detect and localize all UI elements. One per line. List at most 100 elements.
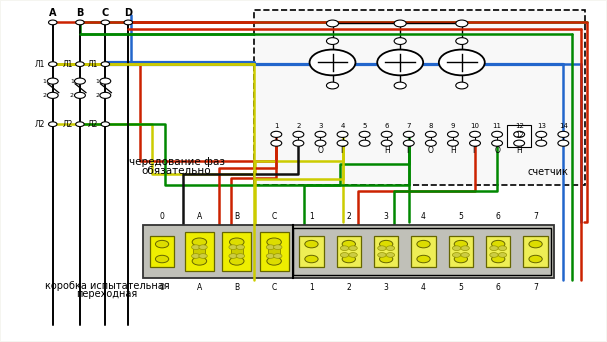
Circle shape: [236, 254, 245, 258]
Bar: [299, 236, 324, 267]
Text: Л2: Л2: [63, 120, 73, 129]
Circle shape: [378, 246, 386, 251]
Circle shape: [293, 131, 304, 137]
Bar: [260, 232, 288, 271]
Text: Г: Г: [407, 146, 411, 155]
Text: 4: 4: [421, 211, 426, 221]
Circle shape: [337, 140, 348, 146]
Circle shape: [342, 240, 356, 248]
Circle shape: [536, 131, 547, 137]
Circle shape: [492, 131, 503, 137]
Circle shape: [403, 131, 414, 137]
Circle shape: [447, 140, 458, 146]
Circle shape: [76, 122, 84, 127]
Circle shape: [492, 255, 505, 263]
Circle shape: [192, 245, 200, 250]
Text: О: О: [317, 146, 324, 155]
Circle shape: [266, 245, 275, 250]
Circle shape: [342, 255, 356, 263]
Circle shape: [456, 82, 468, 89]
Text: 6: 6: [496, 282, 501, 292]
Circle shape: [349, 246, 358, 251]
Circle shape: [452, 246, 461, 251]
Circle shape: [49, 122, 57, 127]
Circle shape: [101, 62, 109, 67]
Text: 1: 1: [43, 79, 47, 83]
Text: 4: 4: [421, 282, 426, 292]
Text: Н: Н: [517, 146, 522, 155]
Circle shape: [426, 131, 436, 137]
Bar: [293, 228, 551, 275]
Text: 2: 2: [296, 122, 300, 129]
Circle shape: [229, 238, 244, 246]
Text: счетчик: счетчик: [527, 167, 568, 177]
Circle shape: [447, 131, 458, 137]
Circle shape: [349, 253, 358, 257]
Text: 2: 2: [347, 211, 351, 221]
Text: 2: 2: [347, 282, 351, 292]
Circle shape: [394, 82, 406, 89]
Circle shape: [378, 253, 386, 257]
Circle shape: [381, 131, 392, 137]
Text: 14: 14: [559, 122, 568, 129]
Text: 1: 1: [70, 79, 74, 83]
Circle shape: [76, 62, 84, 67]
Circle shape: [229, 257, 244, 265]
Bar: [143, 225, 554, 278]
Text: Г: Г: [473, 146, 477, 155]
Text: A: A: [49, 8, 56, 18]
Circle shape: [271, 140, 282, 146]
Circle shape: [192, 257, 206, 265]
Text: B: B: [234, 282, 239, 292]
Text: Л2: Л2: [87, 120, 98, 129]
Text: A: A: [197, 211, 202, 221]
Circle shape: [75, 78, 86, 84]
Circle shape: [417, 240, 430, 248]
Text: Л1: Л1: [35, 60, 46, 69]
Bar: [374, 236, 398, 267]
Text: 3: 3: [384, 211, 388, 221]
Circle shape: [267, 238, 282, 246]
Circle shape: [426, 140, 436, 146]
Circle shape: [452, 253, 461, 257]
Circle shape: [498, 246, 507, 251]
Circle shape: [558, 131, 569, 137]
Circle shape: [192, 238, 206, 246]
Text: 7: 7: [407, 122, 411, 129]
Bar: [486, 236, 510, 267]
Text: 13: 13: [537, 122, 546, 129]
Bar: [254, 10, 585, 185]
Text: C: C: [271, 211, 277, 221]
Text: 0: 0: [160, 211, 164, 221]
Circle shape: [492, 140, 503, 146]
Text: чередование фаз: чередование фаз: [129, 157, 225, 167]
Bar: [185, 232, 214, 271]
Circle shape: [394, 38, 406, 44]
Text: 3: 3: [318, 122, 323, 129]
Circle shape: [271, 131, 282, 137]
Circle shape: [341, 253, 349, 257]
Circle shape: [267, 257, 282, 265]
Circle shape: [274, 245, 282, 250]
Text: О: О: [494, 146, 500, 155]
Circle shape: [490, 253, 498, 257]
Circle shape: [386, 253, 395, 257]
Circle shape: [199, 245, 207, 250]
Text: 2: 2: [42, 93, 47, 98]
Circle shape: [529, 240, 542, 248]
Circle shape: [236, 245, 245, 250]
Text: Г: Г: [341, 146, 345, 155]
Circle shape: [327, 20, 339, 27]
Circle shape: [461, 253, 469, 257]
Text: C: C: [271, 282, 277, 292]
Circle shape: [359, 140, 370, 146]
Text: 1: 1: [309, 282, 314, 292]
Bar: [150, 236, 174, 267]
Text: C: C: [102, 8, 109, 18]
Bar: [449, 236, 473, 267]
Circle shape: [47, 92, 58, 98]
Text: 8: 8: [429, 122, 433, 129]
Text: переходная: переходная: [76, 289, 138, 300]
Circle shape: [386, 246, 395, 251]
Text: обязательно: обязательно: [142, 166, 211, 176]
